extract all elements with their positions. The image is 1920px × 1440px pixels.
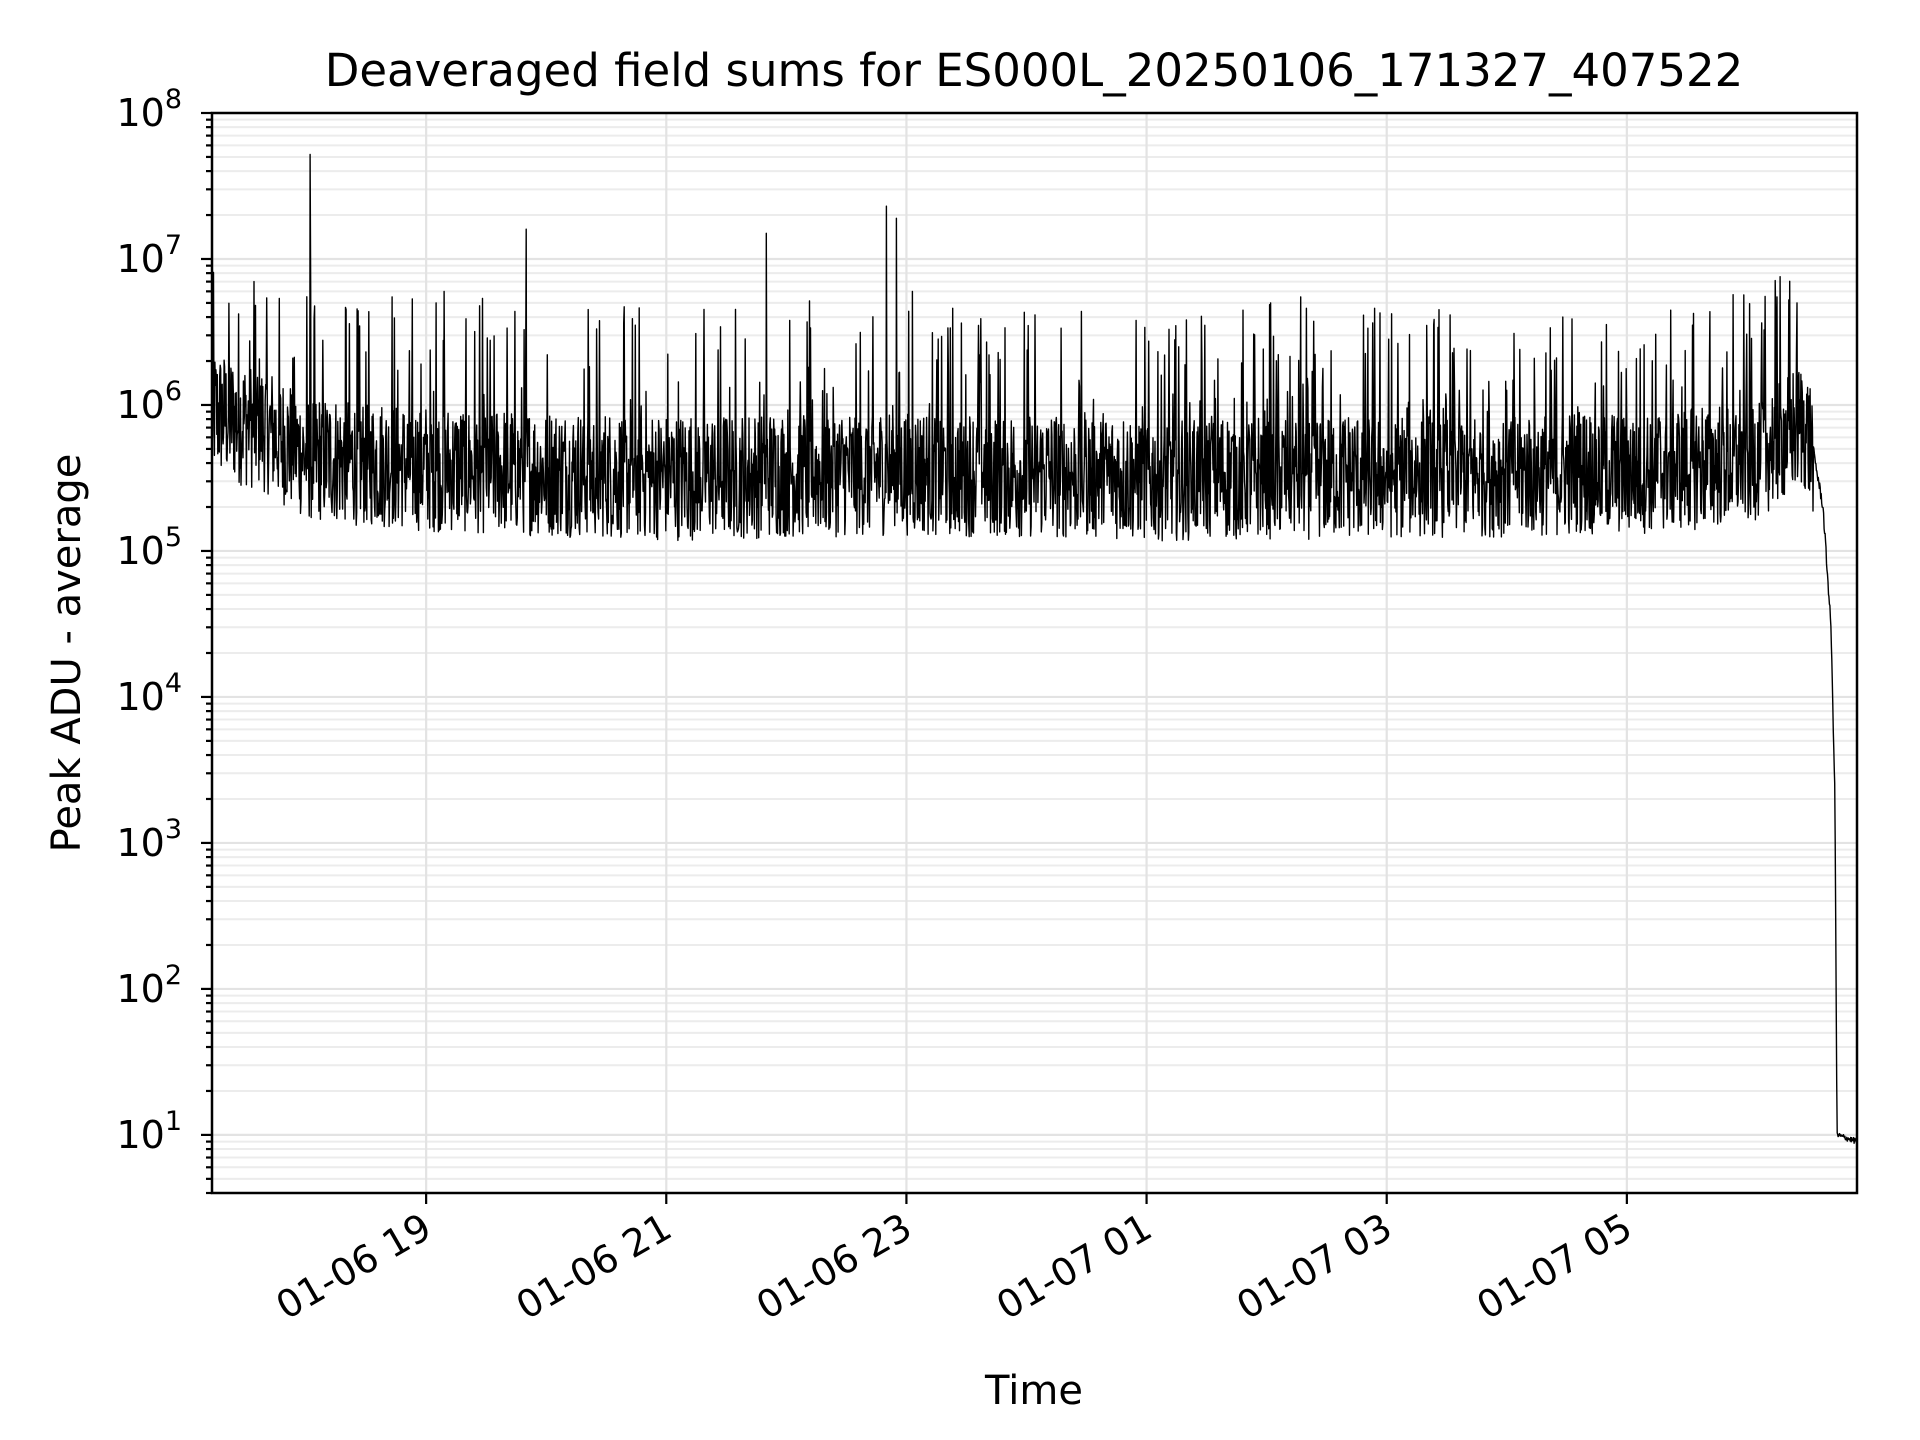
x-tick-label: 01-07 01 bbox=[989, 1205, 1159, 1329]
y-tick-label: 108 bbox=[116, 84, 182, 135]
x-tick-label: 01-06 23 bbox=[749, 1205, 919, 1329]
y-tick-label: 102 bbox=[116, 960, 182, 1011]
grid bbox=[212, 111, 1857, 1194]
y-tick-label: 101 bbox=[116, 1106, 182, 1157]
x-axis-label: Time bbox=[984, 1368, 1083, 1414]
y-tick-label: 107 bbox=[116, 230, 182, 281]
series-layer bbox=[211, 153, 1858, 1144]
y-tick-label: 104 bbox=[116, 668, 182, 719]
y-tick-label: 103 bbox=[116, 814, 182, 865]
x-tick-label: 01-06 19 bbox=[269, 1205, 439, 1329]
y-tick-label: 105 bbox=[116, 522, 182, 573]
x-tick-label: 01-06 21 bbox=[509, 1205, 679, 1329]
chart-title: Deaveraged field sums for ES000L_2025010… bbox=[325, 44, 1744, 97]
x-tick-label: 01-07 05 bbox=[1469, 1205, 1639, 1329]
x-tick-label: 01-07 03 bbox=[1229, 1205, 1399, 1329]
data-series-line bbox=[211, 153, 1858, 1144]
y-axis-label: Peak ADU - average bbox=[44, 454, 90, 853]
y-tick-label: 106 bbox=[116, 376, 182, 427]
